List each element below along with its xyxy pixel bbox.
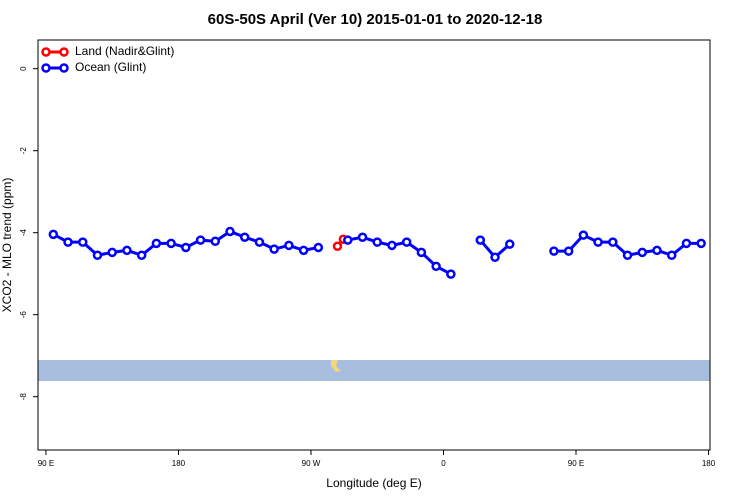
data-point — [332, 241, 343, 251]
map-strip — [38, 360, 710, 381]
data-point — [151, 238, 162, 249]
data-point — [490, 252, 500, 263]
data-point — [136, 250, 147, 260]
data-point — [549, 246, 559, 256]
x-tick-label: 90 E — [38, 459, 54, 468]
y-tick-label: -2 — [19, 147, 28, 155]
y-tick-label: -4 — [19, 229, 28, 237]
data-point — [696, 238, 706, 249]
data-point — [284, 240, 294, 251]
legend-label: Ocean (Glint) — [75, 60, 146, 74]
data-point — [637, 247, 648, 258]
data-point — [166, 238, 176, 249]
legend-marker — [41, 63, 51, 73]
data-point — [107, 247, 117, 258]
data-point — [652, 245, 662, 256]
data-point — [593, 237, 603, 247]
data-point — [416, 247, 427, 258]
x-tick-label: 180 — [172, 459, 186, 468]
x-axis-label: Longitude (deg E) — [326, 476, 421, 490]
data-point — [298, 245, 309, 256]
data-point — [681, 238, 692, 249]
data-point — [563, 246, 574, 256]
data-point — [372, 237, 382, 247]
data-point — [387, 240, 397, 251]
y-tick-label: 0 — [19, 66, 28, 71]
legend-label: Land (Nadir&Glint) — [75, 44, 174, 58]
data-point — [92, 250, 103, 260]
data-point — [195, 235, 206, 245]
data-point — [225, 226, 235, 237]
chart-title: 60S-50S April (Ver 10) 2015-01-01 to 202… — [208, 11, 543, 28]
data-point — [343, 235, 353, 245]
data-point — [210, 236, 221, 247]
data-point — [239, 232, 250, 242]
data-point — [48, 229, 59, 240]
data-point — [666, 250, 677, 260]
data-point — [122, 245, 132, 256]
data-point — [505, 239, 515, 249]
data-point — [357, 232, 368, 242]
data-point — [578, 230, 589, 240]
x-tick-label: 90 E — [568, 459, 584, 468]
data-point — [475, 235, 486, 245]
data-point — [254, 237, 265, 247]
data-point — [181, 242, 191, 253]
x-tick-label: 90 W — [302, 459, 321, 468]
y-tick-label: -6 — [19, 311, 28, 319]
data-point — [401, 237, 412, 247]
data-point — [446, 269, 456, 279]
legend-marker — [41, 47, 51, 57]
legend-marker — [59, 63, 69, 73]
data-point — [431, 261, 441, 272]
legend-marker — [59, 47, 69, 57]
x-tick-label: 0 — [441, 459, 446, 468]
y-axis-label: XCO2 - MLO trend (ppm) — [0, 178, 14, 313]
data-point — [269, 244, 279, 254]
data-point — [313, 242, 324, 253]
data-point — [78, 237, 88, 247]
land-patch — [331, 360, 341, 372]
data-point — [608, 237, 618, 247]
x-tick-label: 180 — [702, 459, 716, 468]
data-point — [63, 237, 73, 247]
y-tick-label: -8 — [19, 393, 28, 401]
data-point — [622, 250, 633, 260]
plot-frame — [37, 39, 711, 451]
